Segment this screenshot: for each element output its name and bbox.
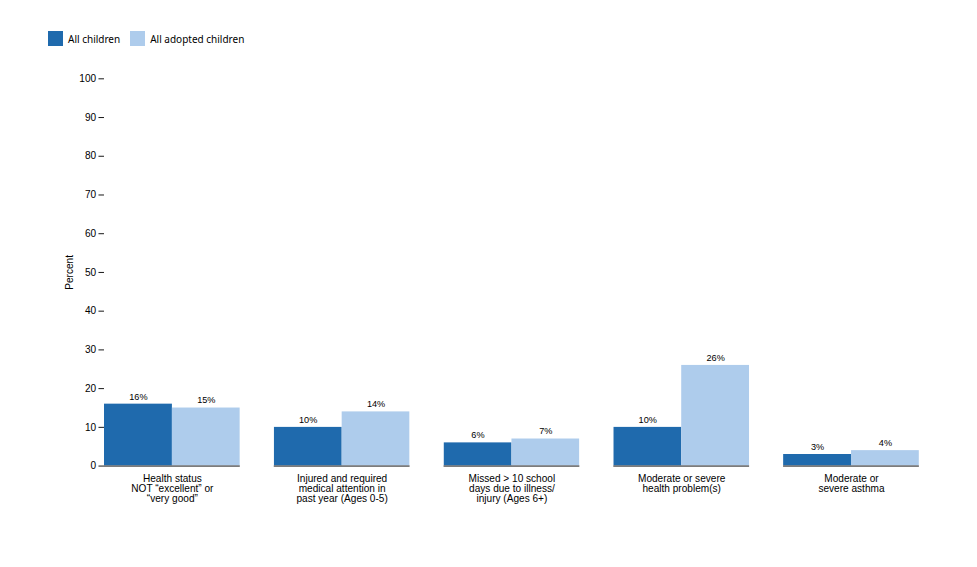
svg-text:50: 50: [85, 267, 97, 278]
svg-text:80: 80: [85, 150, 97, 161]
svg-text:90: 90: [85, 112, 97, 123]
svg-text:10%: 10%: [639, 415, 657, 425]
svg-text:15%: 15%: [197, 395, 215, 405]
svg-text:10%: 10%: [299, 415, 317, 425]
svg-text:Moderate orsevere asthma: Moderate orsevere asthma: [818, 473, 884, 494]
svg-text:60: 60: [85, 228, 97, 239]
svg-text:Health statusNOT “excellent” o: Health statusNOT “excellent” or“very goo…: [131, 473, 214, 504]
html-text:All adopted children: All adopted children: [150, 31, 245, 46]
svg-text:Percent: Percent: [64, 255, 75, 290]
svg-text:16%: 16%: [129, 392, 147, 402]
svg-text:Injured and requiredmedical at: Injured and requiredmedical attention in…: [296, 473, 387, 504]
svg-text:70: 70: [85, 189, 97, 200]
svg-text:30: 30: [85, 344, 97, 355]
svg-text:Missed > 10 schooldays due to: Missed > 10 schooldays due to illness/in…: [469, 473, 556, 504]
svg-text:100: 100: [79, 73, 96, 84]
svg-text:4%: 4%: [879, 438, 892, 448]
svg-text:20: 20: [85, 383, 97, 394]
svg-text:40: 40: [85, 305, 97, 316]
html-text:All children: All children: [68, 31, 121, 46]
svg-text:10: 10: [85, 422, 97, 433]
svg-text:0: 0: [91, 460, 97, 471]
svg-text:6%: 6%: [471, 430, 484, 440]
svg-text:14%: 14%: [367, 399, 385, 409]
svg-text:7%: 7%: [539, 426, 552, 436]
svg-text:3%: 3%: [811, 442, 824, 452]
svg-text:26%: 26%: [706, 353, 724, 363]
svg-text:Moderate or severehealth probl: Moderate or severehealth problem(s): [638, 473, 726, 494]
